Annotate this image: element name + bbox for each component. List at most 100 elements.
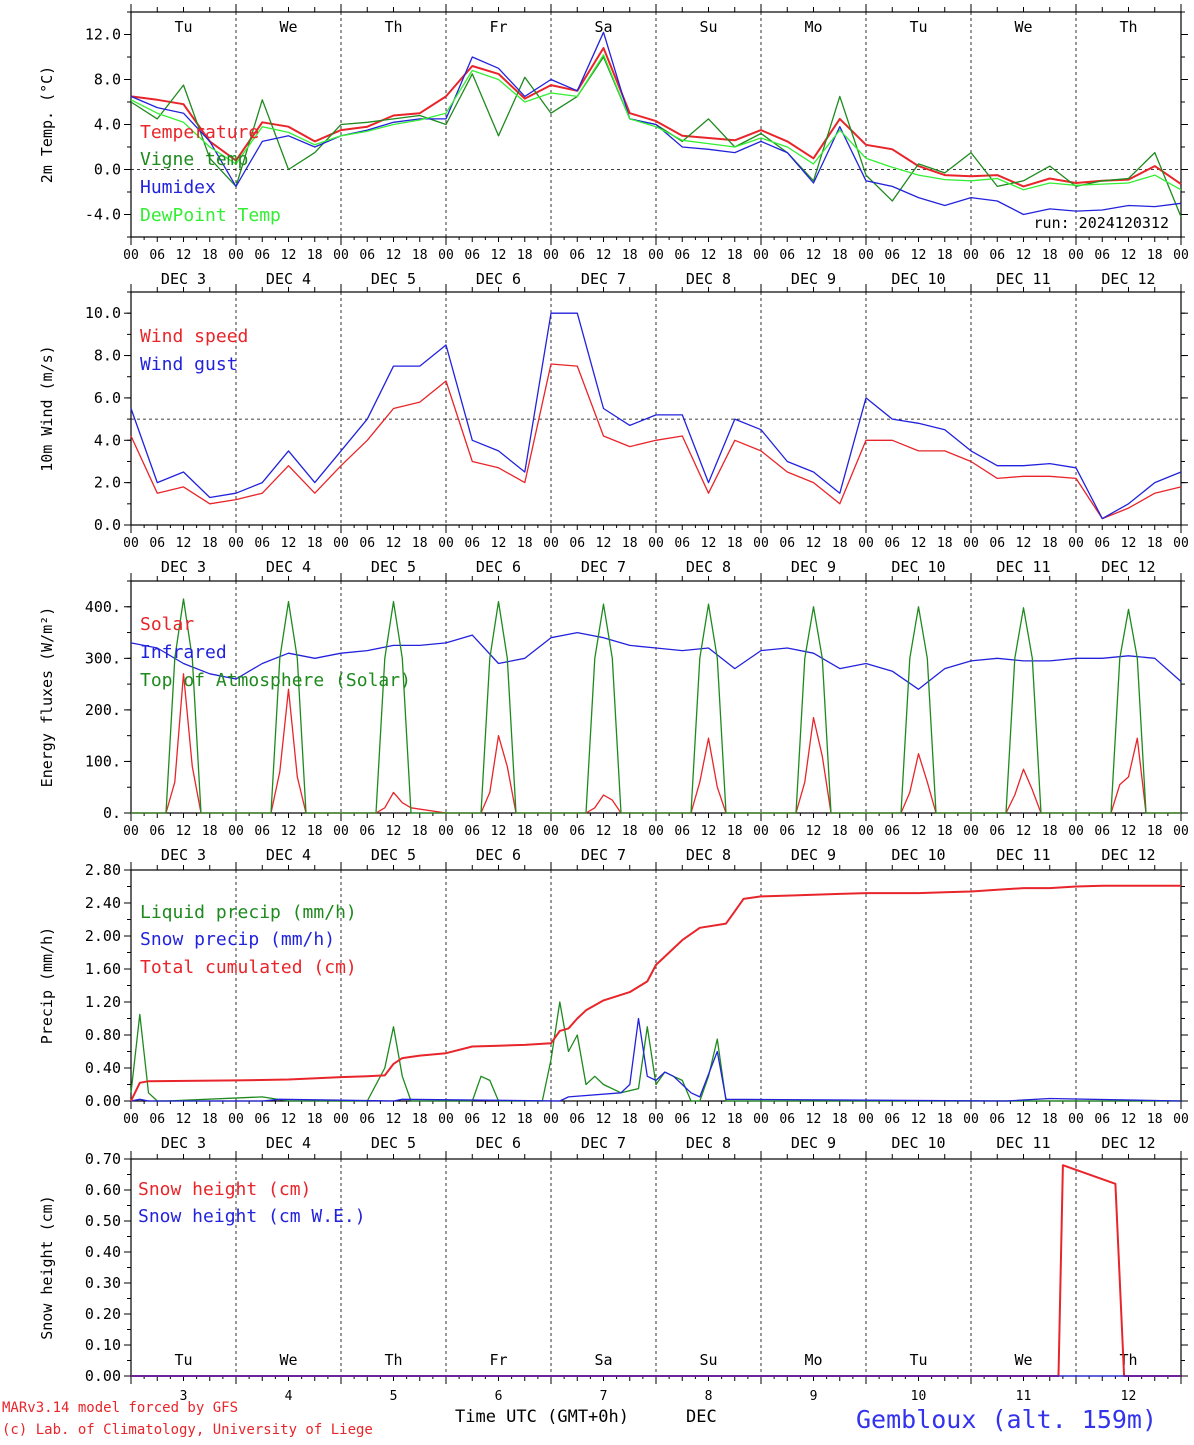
- hour-label: 00: [963, 824, 979, 839]
- hour-label: 12: [701, 536, 717, 551]
- hour-label: 06: [1094, 248, 1110, 263]
- hour-label: 18: [1147, 536, 1163, 551]
- y-tick-label: 0.0: [94, 161, 121, 179]
- hour-label: 06: [884, 248, 900, 263]
- hour-label: 18: [202, 248, 218, 263]
- hour-label: 00: [228, 536, 244, 551]
- date-label: DEC 11: [996, 270, 1050, 288]
- hour-label: 18: [832, 248, 848, 263]
- hour-label: 18: [517, 824, 533, 839]
- legend-entry: Liquid precip (mm/h): [140, 902, 357, 923]
- hour-label: 12: [1016, 824, 1032, 839]
- date-label: DEC 7: [581, 1134, 626, 1152]
- run-annotation: run: 2024120312: [1034, 214, 1169, 232]
- hour-label: 12: [911, 1112, 927, 1127]
- hour-label: 06: [254, 536, 270, 551]
- hour-label: 06: [989, 1112, 1005, 1127]
- series-line-1: [130, 631, 1182, 690]
- hour-label: 12: [701, 824, 717, 839]
- y-tick-label: 0.00: [85, 1092, 121, 1110]
- date-label: DEC 12: [1101, 846, 1155, 864]
- legend-entry: Solar: [140, 614, 194, 635]
- hour-label: 00: [438, 248, 454, 263]
- weekday-label: Sa: [594, 1351, 612, 1369]
- hour-label: 12: [491, 824, 507, 839]
- hour-label: 00: [858, 1112, 874, 1127]
- date-label: DEC 7: [581, 558, 626, 576]
- y-tick-label: 0.20: [85, 1305, 121, 1323]
- hour-label: 12: [491, 1112, 507, 1127]
- date-label: DEC 9: [791, 1134, 836, 1152]
- weekday-label: We: [1014, 1351, 1032, 1369]
- hour-label: 18: [832, 536, 848, 551]
- hour-label: 12: [281, 1112, 297, 1127]
- wind-panel: 0.0 2.0 4.0 6.0 8.0 10.0 10m Wind (m/s) 00 06 12 1…: [38, 284, 1189, 576]
- y-tick-label: 2.40: [85, 894, 121, 912]
- y-axis-label: Energy fluxes (W/m²): [38, 607, 56, 788]
- date-label: DEC 4: [266, 1134, 311, 1152]
- hour-label: 06: [149, 824, 165, 839]
- hour-label: 18: [622, 824, 638, 839]
- hour-label: 06: [779, 248, 795, 263]
- hour-label: 18: [622, 248, 638, 263]
- date-label: DEC 11: [996, 846, 1050, 864]
- hour-label: 00: [228, 248, 244, 263]
- y-tick-label: 0.40: [85, 1243, 121, 1261]
- hour-label: 06: [1094, 536, 1110, 551]
- date-label: DEC 10: [891, 1134, 945, 1152]
- hour-label: 18: [937, 248, 953, 263]
- hour-label: 06: [884, 1112, 900, 1127]
- hour-label: 06: [569, 824, 585, 839]
- day-number-label: 5: [390, 1389, 398, 1404]
- station-label: Gembloux (alt. 159m): [856, 1405, 1157, 1434]
- date-label: DEC 3: [161, 558, 206, 576]
- hour-label: 06: [464, 536, 480, 551]
- weekday-label: Tu: [174, 18, 192, 36]
- hour-label: 00: [1068, 1112, 1084, 1127]
- date-label: DEC 5: [371, 1134, 416, 1152]
- hour-label: 00: [333, 248, 349, 263]
- hour-label: 00: [753, 824, 769, 839]
- hour-label: 00: [333, 536, 349, 551]
- weekday-label: We: [279, 1351, 297, 1369]
- hour-label: 12: [806, 1112, 822, 1127]
- weekday-label: Th: [1119, 18, 1137, 36]
- hour-label: 06: [674, 536, 690, 551]
- y-axis-label: Snow height (cm): [38, 1195, 56, 1340]
- y-tick-label: 2.80: [85, 861, 121, 879]
- hour-label: 18: [202, 536, 218, 551]
- date-label: DEC 11: [996, 558, 1050, 576]
- date-label: DEC 8: [686, 846, 731, 864]
- hour-label: 00: [1173, 248, 1189, 263]
- weekday-label: Su: [699, 18, 717, 36]
- series-line-0: [130, 1001, 1181, 1102]
- hour-label: 00: [228, 1112, 244, 1127]
- day-number-label: 3: [180, 1389, 188, 1404]
- y-axis-label: 2m Temp. (°C): [38, 66, 56, 183]
- date-label: DEC 4: [266, 270, 311, 288]
- hour-label: 12: [701, 1112, 717, 1127]
- hour-label: 06: [359, 248, 375, 263]
- hour-label: 18: [517, 536, 533, 551]
- hour-label: 00: [228, 824, 244, 839]
- copyright: (c) Lab. of Climatology, University of L…: [2, 1422, 373, 1438]
- y-tick-label: 4.0: [94, 116, 121, 134]
- date-label: DEC 5: [371, 558, 416, 576]
- y-tick-label: 0.00: [85, 1367, 121, 1385]
- hour-label: 06: [464, 248, 480, 263]
- legend-entry: Humidex: [140, 177, 216, 198]
- hour-label: 18: [622, 536, 638, 551]
- y-tick-label: 1.20: [85, 993, 121, 1011]
- y-tick-label: 6.0: [94, 389, 121, 407]
- hour-label: 06: [359, 536, 375, 551]
- y-tick-label: 0.80: [85, 1026, 121, 1044]
- hour-label: 06: [674, 824, 690, 839]
- series-line-3: [130, 54, 1182, 191]
- hour-label: 18: [727, 536, 743, 551]
- weekday-label: Tu: [174, 1351, 192, 1369]
- hour-label: 00: [1173, 536, 1189, 551]
- hour-label: 06: [569, 1112, 585, 1127]
- y-tick-label: 8.0: [94, 71, 121, 89]
- model-credit: MARv3.14 model forced by GFS: [2, 1400, 238, 1416]
- hour-label: 00: [333, 824, 349, 839]
